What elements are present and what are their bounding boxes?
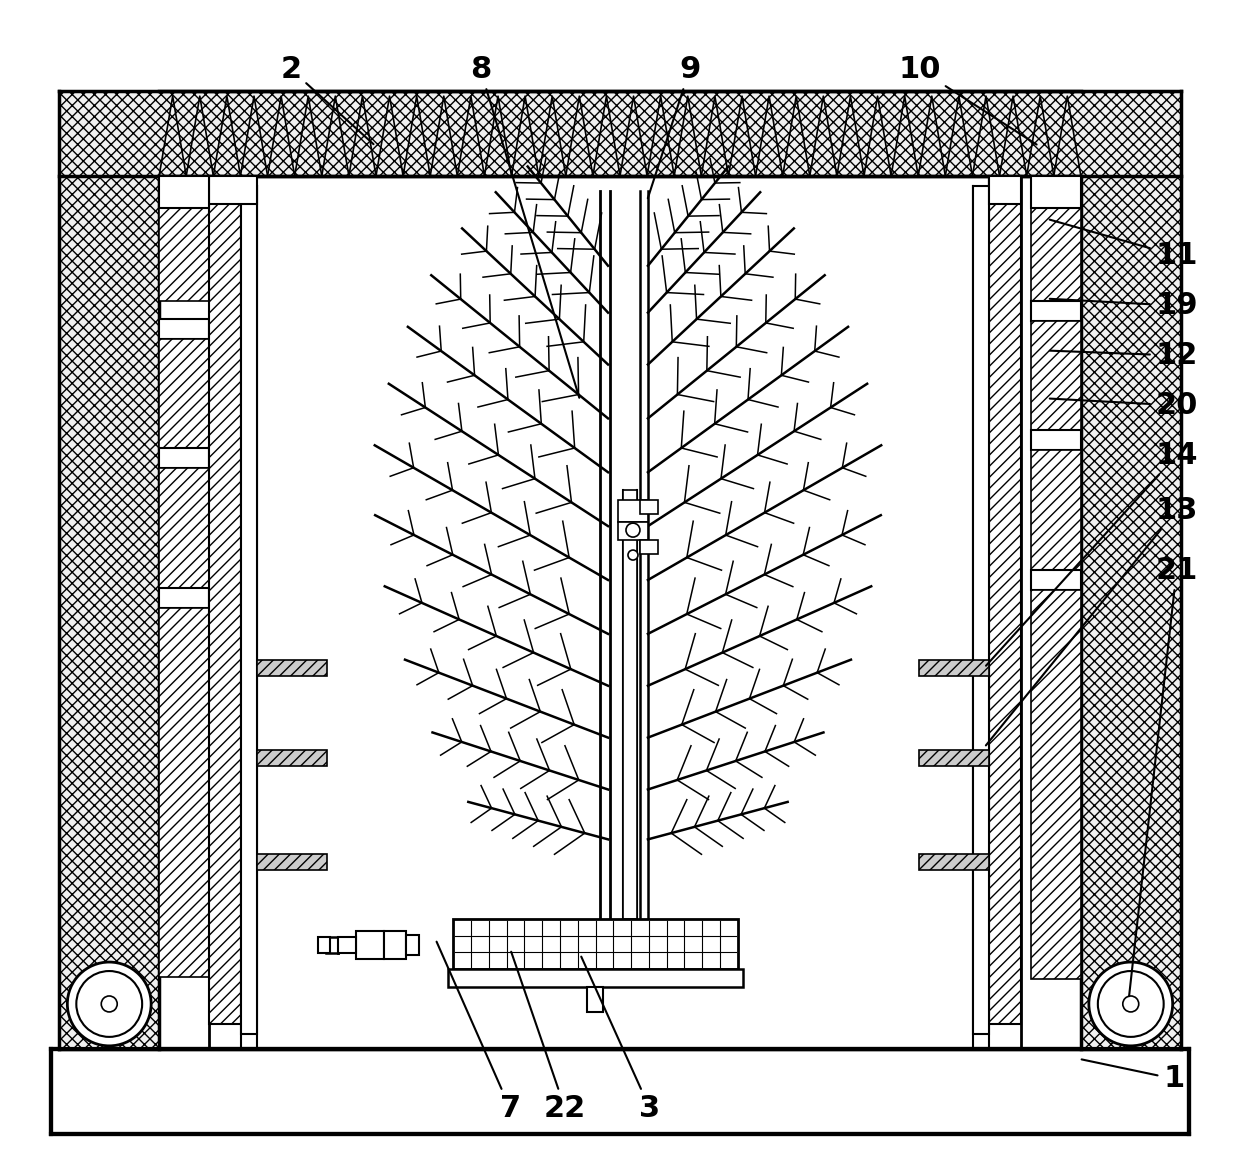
Text: 3: 3 <box>582 957 661 1124</box>
Circle shape <box>1097 971 1163 1037</box>
Text: 14: 14 <box>986 440 1198 666</box>
Bar <box>618 500 649 522</box>
Bar <box>1030 176 1081 300</box>
Bar <box>919 660 990 676</box>
Bar <box>356 932 383 959</box>
Bar <box>159 176 210 208</box>
Circle shape <box>627 550 637 560</box>
Text: 9: 9 <box>647 55 701 198</box>
Circle shape <box>626 523 640 537</box>
Bar <box>1030 590 1081 979</box>
Text: 12: 12 <box>1050 342 1198 370</box>
Bar <box>990 176 1021 204</box>
Text: 21: 21 <box>1130 555 1198 996</box>
Bar <box>257 750 326 766</box>
Text: 2: 2 <box>280 55 373 144</box>
Bar <box>919 854 990 871</box>
Bar <box>241 186 257 1034</box>
Bar <box>1030 451 1081 570</box>
Bar <box>210 176 241 1024</box>
Bar <box>337 937 356 953</box>
Bar <box>1030 321 1081 430</box>
Circle shape <box>102 996 118 1012</box>
Bar <box>210 176 257 204</box>
Bar <box>587 987 603 1012</box>
Bar <box>159 588 210 608</box>
Bar <box>159 468 210 588</box>
Bar <box>159 448 210 468</box>
Bar <box>973 186 990 1034</box>
Bar <box>618 522 649 540</box>
Text: 1: 1 <box>1081 1059 1184 1094</box>
Bar <box>449 969 743 987</box>
Text: 10: 10 <box>898 55 1037 145</box>
Text: 13: 13 <box>986 496 1198 745</box>
Bar <box>990 176 1021 1024</box>
Text: 22: 22 <box>511 952 587 1124</box>
Bar <box>1081 131 1180 1049</box>
Bar <box>159 176 210 208</box>
Bar <box>919 750 990 766</box>
Text: 8: 8 <box>470 55 579 398</box>
Bar <box>405 935 419 956</box>
Circle shape <box>67 963 151 1045</box>
Bar <box>60 131 159 1049</box>
Text: 19: 19 <box>1050 291 1198 320</box>
Bar <box>622 490 637 919</box>
Bar <box>640 500 658 514</box>
Bar <box>159 338 210 448</box>
Circle shape <box>77 971 143 1037</box>
Circle shape <box>1122 996 1138 1012</box>
Bar <box>159 319 210 338</box>
Bar <box>383 932 405 959</box>
Bar <box>317 937 330 953</box>
Bar <box>454 919 738 969</box>
Bar <box>257 660 326 676</box>
Circle shape <box>1089 963 1173 1045</box>
Bar <box>159 176 210 300</box>
Bar <box>1030 570 1081 590</box>
Bar <box>1030 176 1081 208</box>
Bar <box>1030 176 1081 208</box>
Bar <box>51 1049 1189 1134</box>
Bar <box>60 91 1180 176</box>
Bar <box>1030 430 1081 451</box>
Text: 11: 11 <box>1049 220 1198 270</box>
Bar <box>257 854 326 871</box>
Text: 20: 20 <box>1050 391 1198 420</box>
Bar <box>1030 300 1081 321</box>
Text: 7: 7 <box>436 942 521 1124</box>
Bar <box>159 608 210 978</box>
Bar <box>640 540 658 554</box>
